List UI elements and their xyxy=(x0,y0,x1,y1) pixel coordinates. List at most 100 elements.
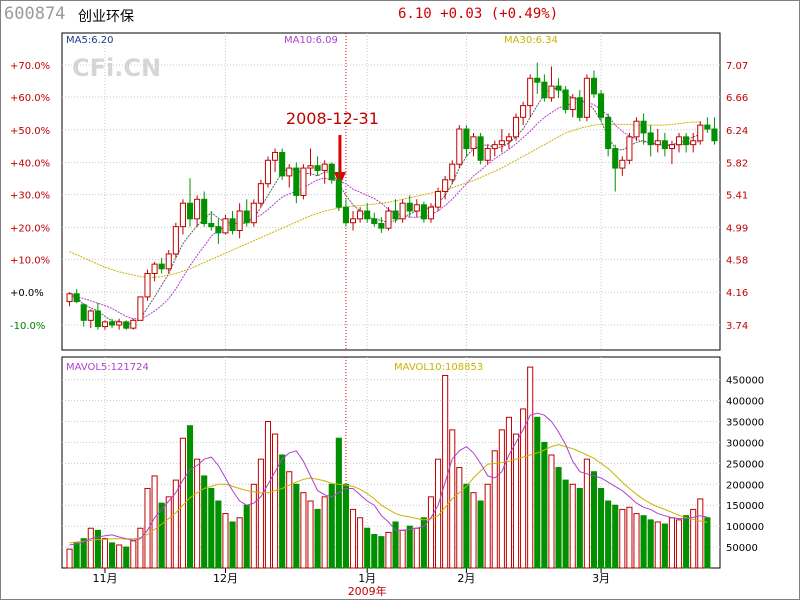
candle-body xyxy=(80,304,87,321)
candle-body xyxy=(87,310,94,321)
candle-body xyxy=(527,77,534,107)
volume-bar xyxy=(328,483,335,569)
volume-bar xyxy=(208,487,215,569)
volume-bar xyxy=(321,496,328,569)
volume-tick-label: 200000 xyxy=(726,480,764,491)
candle-body xyxy=(654,140,661,146)
volume-bar xyxy=(647,519,654,569)
candle-body xyxy=(675,136,683,146)
annotation-arrow-head xyxy=(333,172,346,186)
candle-body xyxy=(399,202,406,220)
percent-tick-label: -10.0% xyxy=(10,321,45,332)
volume-tick-label: 300000 xyxy=(726,438,764,449)
year-label: 2009年 xyxy=(348,584,387,598)
volume-bar xyxy=(194,458,201,569)
volume-tick-label: 350000 xyxy=(726,418,764,429)
volume-bar xyxy=(675,519,683,569)
volume-bar xyxy=(279,454,286,569)
volume-bar xyxy=(264,421,272,569)
candle-body xyxy=(512,116,520,138)
volume-legend-item: MAVOL5:121724 xyxy=(66,362,149,373)
volume-bar xyxy=(80,538,87,569)
candle-body xyxy=(349,218,357,224)
volume-bar xyxy=(413,527,420,569)
price-tick-label: 6.66 xyxy=(726,93,748,104)
volume-bar xyxy=(73,542,80,569)
volume-bar xyxy=(399,529,406,569)
candle-body xyxy=(73,293,80,303)
candle-body xyxy=(442,179,449,192)
volume-bar xyxy=(357,517,364,569)
candle-body xyxy=(229,218,236,232)
percent-tick-label: +60.0% xyxy=(10,93,50,104)
candle-body xyxy=(123,321,130,329)
candle-body xyxy=(619,159,626,169)
volume-bar xyxy=(116,544,123,569)
volume-tick-label: 450000 xyxy=(726,376,764,387)
candle-body xyxy=(286,167,293,177)
volume-bar xyxy=(534,416,541,569)
candle-body xyxy=(661,140,668,150)
volume-bar xyxy=(293,483,300,569)
volume-bar xyxy=(491,450,498,569)
volume-bar xyxy=(364,527,371,569)
volume-bar xyxy=(286,471,293,569)
candle-body xyxy=(186,202,194,220)
volume-tick-label: 100000 xyxy=(726,522,764,533)
candle-body xyxy=(576,97,583,118)
volume-bar xyxy=(463,483,470,569)
ma5-line xyxy=(69,87,701,325)
candle-body xyxy=(137,296,144,321)
price-tick-label: 4.16 xyxy=(726,288,748,299)
price-legend-item: MA30:6.34 xyxy=(504,35,558,46)
volume-tick-label: 150000 xyxy=(726,501,764,512)
percent-tick-label: +40.0% xyxy=(10,159,50,170)
candle-body xyxy=(470,136,477,150)
candle-body xyxy=(498,140,505,146)
volume-bar xyxy=(158,502,165,569)
candle-body xyxy=(357,210,364,220)
volume-bar xyxy=(590,471,598,569)
volume-bar xyxy=(512,433,520,569)
volume-bar xyxy=(307,500,314,569)
candle-body xyxy=(520,105,527,118)
volume-bar xyxy=(470,492,477,569)
volume-bar xyxy=(576,487,583,569)
candle-body xyxy=(222,218,229,234)
annotation-date: 2008-12-31 xyxy=(286,109,379,128)
candle-body xyxy=(647,132,654,146)
candle-body xyxy=(569,97,576,111)
candle-body xyxy=(598,93,605,118)
candle-body xyxy=(144,272,151,298)
volume-bar xyxy=(109,542,116,569)
candle-body xyxy=(435,191,442,208)
percent-tick-label: +20.0% xyxy=(10,223,50,234)
candle-body xyxy=(562,89,569,111)
volume-bar xyxy=(619,508,626,569)
price-tick-label: 6.24 xyxy=(726,126,748,137)
volume-bar xyxy=(612,504,619,569)
candle-body xyxy=(456,128,463,165)
volume-bar xyxy=(406,525,413,569)
volume-bar xyxy=(243,504,250,569)
candle-body xyxy=(590,77,598,95)
candle-body xyxy=(130,319,137,329)
price-legend-item: MA5:6.20 xyxy=(66,35,113,46)
volume-bar xyxy=(385,531,392,569)
price-tick-label: 4.58 xyxy=(726,255,748,266)
volume-bar xyxy=(87,527,94,569)
candle-body xyxy=(583,77,590,118)
candle-body xyxy=(378,223,385,229)
candle-body xyxy=(109,321,116,326)
month-label: 12月 xyxy=(213,572,238,585)
volume-bar xyxy=(186,425,194,569)
volume-bar xyxy=(548,454,555,569)
volume-bar xyxy=(378,536,385,569)
volume-bar xyxy=(661,523,668,569)
volume-bar xyxy=(555,467,562,569)
volume-bar xyxy=(222,513,229,569)
candle-body xyxy=(612,148,619,169)
volume-bar xyxy=(349,508,357,569)
volume-bar xyxy=(498,429,505,569)
volume-bar xyxy=(300,492,307,569)
